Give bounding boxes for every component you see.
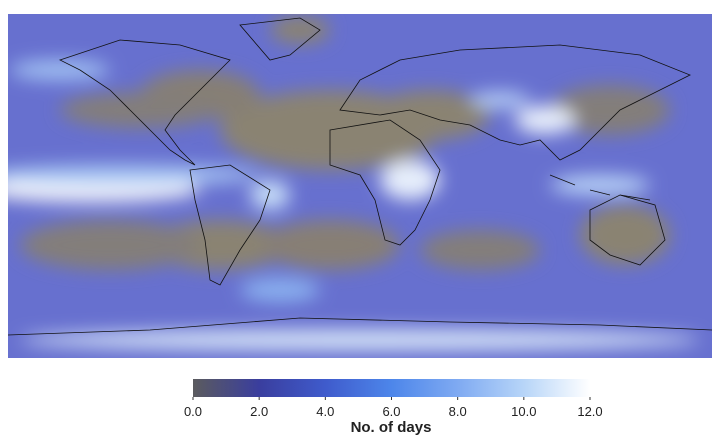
colorbar-tick-label: 2.0 [250,404,268,419]
colorbar [193,379,590,397]
coastlines [8,17,712,336]
colorbar-tick-label: 6.0 [382,404,400,419]
map [8,14,712,358]
colorbar-label: No. of days [351,419,432,436]
colorbar-tick-label: 4.0 [316,404,334,419]
colorbar-tick-label: 8.0 [449,404,467,419]
field [8,16,700,350]
colorbar-tick-label: 0.0 [184,404,202,419]
colorbar-tick-label: 12.0 [577,404,602,419]
colorbar-tick-label: 10.0 [511,404,536,419]
